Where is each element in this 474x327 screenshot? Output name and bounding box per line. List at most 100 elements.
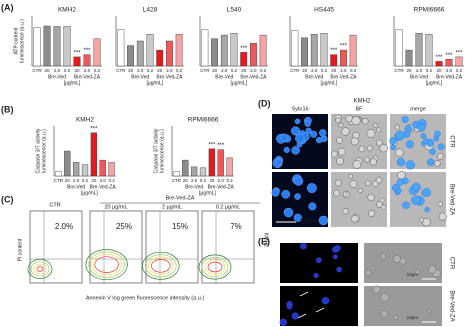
group-label: Bre-Ved	[131, 74, 149, 80]
cell	[336, 266, 342, 273]
group-label: Bre-Ved-ZA	[240, 74, 267, 80]
cell	[341, 127, 350, 136]
x-tick-label: 20	[65, 178, 71, 183]
cell	[405, 160, 415, 170]
chart-title: L428	[143, 7, 158, 14]
cell	[351, 215, 359, 223]
arrow	[315, 307, 325, 313]
chart-title: L540	[227, 7, 242, 14]
cell	[428, 265, 437, 274]
bar	[226, 157, 233, 177]
cell	[364, 156, 370, 163]
x-tick-label: CTR	[394, 68, 404, 73]
cell	[411, 182, 421, 192]
cell	[275, 159, 283, 166]
cell	[395, 130, 405, 141]
cell	[308, 202, 317, 211]
arrow	[297, 313, 307, 319]
cell	[426, 158, 435, 167]
cell	[283, 207, 294, 218]
panel-label: (E)	[258, 236, 270, 246]
x-tick-label: 0.2	[147, 68, 154, 73]
cell	[423, 138, 429, 144]
x-tick-label: 2.0	[191, 178, 198, 183]
cell	[414, 269, 420, 275]
bar	[259, 34, 267, 67]
column-header: Syto16	[291, 106, 308, 112]
cell	[279, 318, 287, 326]
cell	[291, 312, 299, 320]
cell	[396, 157, 406, 167]
cell	[422, 217, 431, 227]
x-tick-label: 2.0	[100, 178, 107, 183]
cell	[437, 143, 445, 151]
arrow	[299, 291, 309, 297]
group-label: Bre-Ved	[48, 74, 66, 80]
flow-plot	[201, 210, 255, 284]
x-tick-label: CTR	[116, 68, 126, 73]
y-axis-label: PI content	[17, 238, 23, 261]
cell	[392, 255, 401, 264]
cell	[352, 160, 362, 169]
significance: ***	[90, 126, 98, 132]
cell	[315, 136, 323, 144]
group-label: Bre-Ved	[67, 184, 85, 190]
cell	[364, 269, 372, 276]
cell	[271, 188, 280, 197]
cell	[404, 124, 413, 133]
bar	[93, 38, 101, 67]
cell	[313, 272, 319, 279]
percentage: 7%	[230, 222, 242, 231]
x-tick-label: 2.0	[221, 68, 228, 73]
cell	[389, 137, 397, 145]
unit-label: [µg/mL]	[199, 190, 216, 196]
x-tick-label: CTR	[200, 68, 210, 73]
cell	[380, 204, 387, 211]
cell	[369, 158, 377, 166]
bar	[250, 43, 257, 67]
bar	[220, 34, 228, 67]
cell	[376, 127, 382, 133]
panel-label: (A)	[1, 2, 14, 12]
group-label: Bre-Ved-ZA	[166, 195, 195, 201]
bar	[230, 33, 238, 67]
cell	[366, 145, 373, 152]
panel-label: (D)	[258, 98, 271, 108]
bar	[425, 33, 433, 67]
cell	[373, 122, 379, 128]
cell	[336, 157, 344, 165]
cell	[294, 118, 301, 125]
cell	[417, 123, 426, 132]
unit-label: [µg/mL]	[64, 80, 81, 86]
cell	[365, 180, 371, 187]
cell	[424, 206, 430, 213]
cell	[310, 130, 318, 138]
cell	[429, 148, 436, 155]
flow-plot	[89, 210, 143, 284]
cell	[427, 308, 432, 314]
density-contour	[151, 259, 171, 273]
group-label: CTR	[49, 202, 60, 208]
bar	[64, 150, 71, 177]
cell	[319, 129, 327, 137]
cell	[401, 116, 409, 123]
density-contour	[91, 253, 122, 276]
y-axis-label: Caspase 3/7 activity	[35, 128, 41, 173]
x-tick-label: 20	[183, 178, 189, 183]
group-label: Bre-Ved-ZA	[90, 184, 117, 190]
x-tick-label: 2.0	[84, 68, 91, 73]
chart-title: HS445	[314, 7, 334, 14]
bar	[117, 29, 125, 67]
bar	[175, 33, 183, 67]
bar	[127, 45, 134, 67]
x-tick-label: 2.0	[137, 68, 144, 73]
x-tick-label: 0.2	[321, 68, 328, 73]
column-header: merge	[410, 106, 426, 112]
density-contour	[201, 256, 229, 278]
bar	[136, 40, 144, 67]
cell	[419, 217, 424, 223]
cell-line-label: KMH2	[354, 99, 371, 105]
cell	[390, 144, 397, 151]
cell	[315, 257, 322, 264]
scale-label: 10µm	[407, 272, 419, 277]
